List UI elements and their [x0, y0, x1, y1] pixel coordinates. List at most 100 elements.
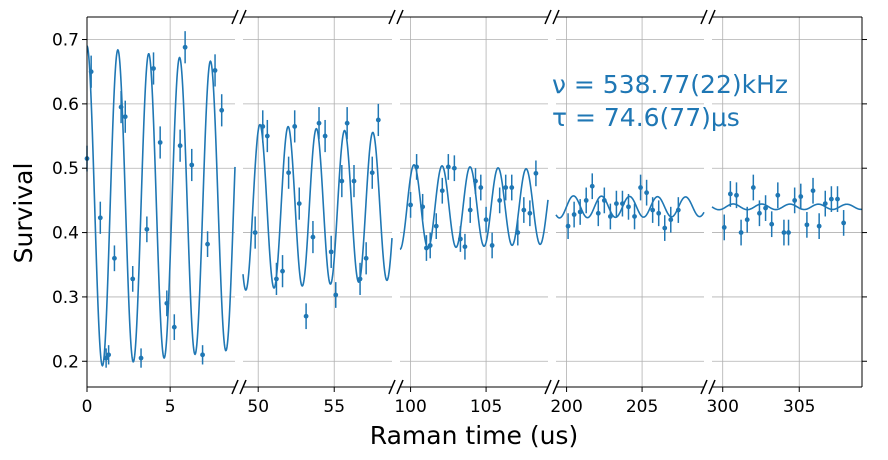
- y-tick-label: 0.5: [52, 159, 79, 179]
- data-point: [303, 313, 309, 319]
- data-point: [200, 352, 205, 358]
- y-tick-label: 0.3: [52, 288, 79, 308]
- fit-decay-annotation: τ = 74.6(77)μs: [552, 103, 740, 132]
- data-point: [433, 223, 439, 229]
- data-point: [632, 214, 637, 219]
- axis-break-mark: [388, 9, 396, 25]
- axis-break-mark: [552, 9, 560, 25]
- x-tick-label: 205: [626, 397, 658, 417]
- data-point: [509, 185, 515, 190]
- data-point: [427, 243, 433, 248]
- y-tick-label: 0.7: [52, 31, 79, 51]
- data-point: [369, 170, 375, 176]
- data-point: [122, 114, 128, 120]
- data-point: [626, 204, 631, 210]
- data-point: [414, 164, 420, 170]
- axis-break-mark: [231, 379, 239, 395]
- fit-curve: [242, 123, 393, 291]
- x-tick-label: 300: [706, 397, 738, 417]
- data-point: [439, 188, 445, 194]
- data-point: [565, 223, 571, 229]
- data-point: [144, 226, 150, 232]
- fit-frequency-annotation: ν = 538.77(22)kHz: [552, 70, 788, 99]
- axis-break-mark: [700, 379, 708, 395]
- data-point: [721, 225, 727, 230]
- axis-break-mark: [544, 379, 552, 395]
- axis-break-mark: [231, 9, 239, 25]
- data-point: [467, 207, 473, 213]
- data-point: [171, 324, 177, 330]
- data-point: [644, 190, 650, 196]
- data-point: [775, 192, 781, 198]
- data-point: [521, 207, 527, 213]
- data-point: [408, 202, 413, 208]
- axis-break-mark: [708, 379, 716, 395]
- data-point: [533, 170, 539, 176]
- x-tick-label: 50: [247, 397, 269, 417]
- data-point: [424, 245, 429, 251]
- data-point: [106, 352, 112, 358]
- data-point: [458, 236, 463, 242]
- data-point: [738, 230, 744, 235]
- data-point: [296, 201, 302, 207]
- data-point: [503, 185, 509, 190]
- x-tick-label: 200: [550, 397, 582, 417]
- data-point: [97, 215, 103, 221]
- data-point: [151, 66, 156, 71]
- data-point: [189, 162, 195, 168]
- data-point: [483, 217, 489, 223]
- data-point: [656, 210, 662, 216]
- axis-break-mark: [239, 379, 247, 395]
- data-point: [607, 214, 613, 219]
- data-point: [583, 197, 589, 203]
- data-point: [322, 133, 328, 139]
- data-point: [750, 185, 756, 190]
- data-point: [816, 223, 822, 229]
- data-point: [595, 210, 601, 216]
- axis-break-mark: [396, 9, 404, 25]
- data-point: [744, 217, 750, 223]
- data-point: [112, 255, 117, 261]
- data-point: [734, 192, 739, 198]
- axis-break-mark: [708, 9, 716, 25]
- data-point: [668, 217, 674, 223]
- data-point: [798, 194, 804, 199]
- data-point: [571, 212, 577, 217]
- data-point: [264, 133, 270, 139]
- data-point: [727, 191, 733, 197]
- data-point: [445, 164, 451, 170]
- data-point: [462, 244, 468, 250]
- data-point: [212, 68, 218, 73]
- fit-curve: [86, 45, 236, 367]
- axis-break-mark: [544, 9, 552, 25]
- data-point: [515, 230, 521, 235]
- data-point: [252, 230, 258, 235]
- data-point: [88, 69, 94, 75]
- data-point: [489, 243, 495, 248]
- x-tick-label: 5: [165, 397, 176, 417]
- data-point: [177, 143, 183, 149]
- data-point: [638, 185, 643, 190]
- data-point: [822, 201, 828, 207]
- data-point: [182, 44, 188, 50]
- data-point: [810, 188, 816, 194]
- data-point: [363, 255, 369, 261]
- data-point: [577, 209, 583, 215]
- data-point: [339, 178, 345, 184]
- data-point: [351, 178, 357, 184]
- data-point: [292, 123, 298, 129]
- data-point: [781, 230, 787, 235]
- data-point: [357, 276, 363, 282]
- data-point: [589, 183, 595, 189]
- data-point: [205, 241, 210, 247]
- y-axis-label: Survival: [9, 163, 38, 264]
- data-point: [333, 292, 339, 298]
- data-point: [757, 210, 762, 216]
- grid-layer: [86, 17, 862, 387]
- data-point: [157, 140, 163, 145]
- x-tick-label: 0: [82, 397, 93, 417]
- x-tick-label: 305: [783, 397, 815, 417]
- axis-break-mark: [700, 9, 708, 25]
- y-tick-label: 0.2: [52, 352, 79, 372]
